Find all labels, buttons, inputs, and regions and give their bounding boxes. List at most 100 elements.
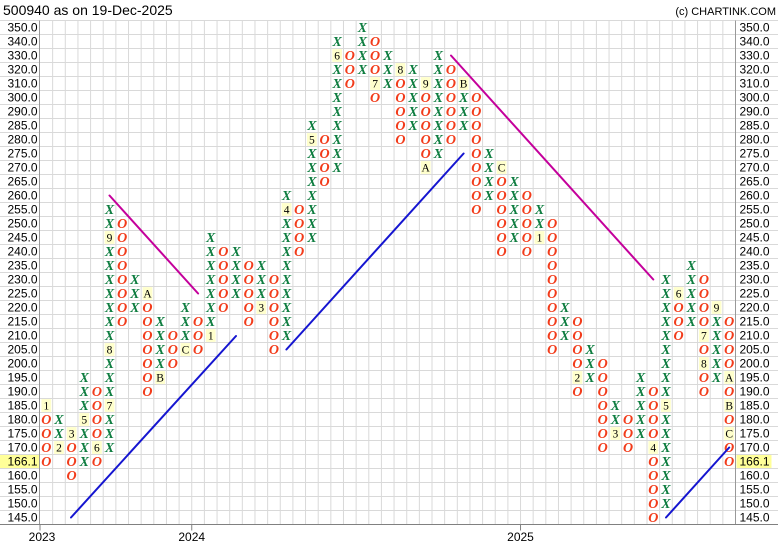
svg-text:180.0: 180.0 — [740, 413, 770, 427]
svg-text:X: X — [660, 357, 671, 372]
svg-text:O: O — [395, 91, 405, 106]
svg-text:X: X — [331, 147, 342, 162]
svg-text:O: O — [92, 385, 102, 400]
svg-text:X: X — [660, 273, 671, 288]
svg-text:X: X — [433, 49, 444, 64]
svg-text:O: O — [547, 245, 557, 260]
svg-text:X: X — [711, 371, 722, 386]
svg-text:O: O — [168, 343, 178, 358]
svg-text:290.0: 290.0 — [7, 105, 37, 119]
svg-text:X: X — [154, 315, 165, 330]
svg-text:260.0: 260.0 — [740, 189, 770, 203]
svg-text:X: X — [660, 329, 671, 344]
svg-text:5: 5 — [309, 135, 315, 147]
svg-text:X: X — [79, 385, 90, 400]
svg-text:O: O — [269, 301, 279, 316]
svg-text:X: X — [104, 301, 115, 316]
svg-text:O: O — [547, 329, 557, 344]
svg-text:350.0: 350.0 — [740, 21, 770, 35]
svg-text:3: 3 — [258, 303, 264, 315]
svg-text:310.0: 310.0 — [7, 77, 37, 91]
svg-text:O: O — [648, 511, 658, 526]
svg-text:O: O — [345, 63, 355, 78]
svg-text:O: O — [547, 343, 557, 358]
svg-text:O: O — [496, 245, 506, 260]
svg-text:8: 8 — [398, 65, 404, 77]
svg-text:O: O — [623, 413, 633, 428]
svg-text:O: O — [67, 455, 77, 470]
svg-text:155.0: 155.0 — [7, 483, 37, 497]
svg-text:X: X — [660, 427, 671, 442]
svg-text:O: O — [522, 245, 532, 260]
svg-text:170.0: 170.0 — [7, 441, 37, 455]
svg-text:O: O — [421, 147, 431, 162]
svg-text:O: O — [345, 49, 355, 64]
svg-text:X: X — [433, 63, 444, 78]
svg-text:185.0: 185.0 — [740, 399, 770, 413]
svg-text:270.0: 270.0 — [7, 161, 37, 175]
svg-text:B: B — [156, 373, 164, 385]
svg-text:O: O — [168, 357, 178, 372]
svg-text:X: X — [635, 371, 646, 386]
svg-text:280.0: 280.0 — [740, 133, 770, 147]
svg-text:9: 9 — [107, 233, 113, 245]
svg-text:210.0: 210.0 — [740, 329, 770, 343]
svg-text:O: O — [598, 371, 608, 386]
svg-text:X: X — [230, 287, 241, 302]
svg-text:280.0: 280.0 — [7, 133, 37, 147]
svg-text:145.0: 145.0 — [7, 511, 37, 525]
svg-text:O: O — [370, 91, 380, 106]
svg-text:O: O — [142, 357, 152, 372]
svg-text:X: X — [433, 147, 444, 162]
svg-text:180.0: 180.0 — [7, 413, 37, 427]
svg-text:X: X — [129, 273, 140, 288]
svg-text:X: X — [357, 49, 368, 64]
svg-text:O: O — [168, 329, 178, 344]
svg-text:X: X — [610, 399, 621, 414]
svg-text:O: O — [244, 301, 254, 316]
svg-text:O: O — [648, 399, 658, 414]
svg-text:O: O — [92, 399, 102, 414]
svg-text:O: O — [117, 245, 127, 260]
svg-text:X: X — [230, 259, 241, 274]
svg-text:250.0: 250.0 — [7, 217, 37, 231]
svg-text:320.0: 320.0 — [740, 63, 770, 77]
svg-text:O: O — [421, 133, 431, 148]
svg-text:O: O — [142, 301, 152, 316]
svg-text:O: O — [446, 133, 456, 148]
svg-text:X: X — [281, 315, 292, 330]
svg-text:O: O — [572, 343, 582, 358]
svg-text:O: O — [572, 329, 582, 344]
svg-text:X: X — [281, 217, 292, 232]
svg-text:X: X — [53, 427, 64, 442]
svg-text:O: O — [724, 357, 734, 372]
svg-text:X: X — [509, 217, 520, 232]
svg-text:X: X — [104, 245, 115, 260]
svg-text:O: O — [294, 203, 304, 218]
svg-text:X: X — [584, 343, 595, 358]
svg-text:155.0: 155.0 — [740, 483, 770, 497]
svg-text:O: O — [547, 273, 557, 288]
svg-text:O: O — [471, 175, 481, 190]
svg-text:X: X — [281, 259, 292, 274]
svg-text:1: 1 — [43, 401, 49, 413]
svg-text:8: 8 — [701, 359, 707, 371]
svg-text:275.0: 275.0 — [740, 147, 770, 161]
svg-text:O: O — [67, 469, 77, 484]
svg-text:O: O — [244, 259, 254, 274]
svg-text:240.0: 240.0 — [740, 245, 770, 259]
svg-text:O: O — [699, 315, 709, 330]
svg-text:X: X — [686, 259, 697, 274]
svg-text:X: X — [357, 21, 368, 36]
svg-text:X: X — [407, 105, 418, 120]
svg-text:O: O — [547, 231, 557, 246]
svg-text:170.0: 170.0 — [740, 441, 770, 455]
svg-text:220.0: 220.0 — [7, 301, 37, 315]
svg-text:O: O — [522, 217, 532, 232]
svg-text:O: O — [41, 413, 51, 428]
svg-text:X: X — [79, 427, 90, 442]
svg-text:X: X — [382, 49, 393, 64]
svg-text:X: X — [433, 119, 444, 134]
svg-text:O: O — [294, 217, 304, 232]
svg-text:X: X — [331, 133, 342, 148]
